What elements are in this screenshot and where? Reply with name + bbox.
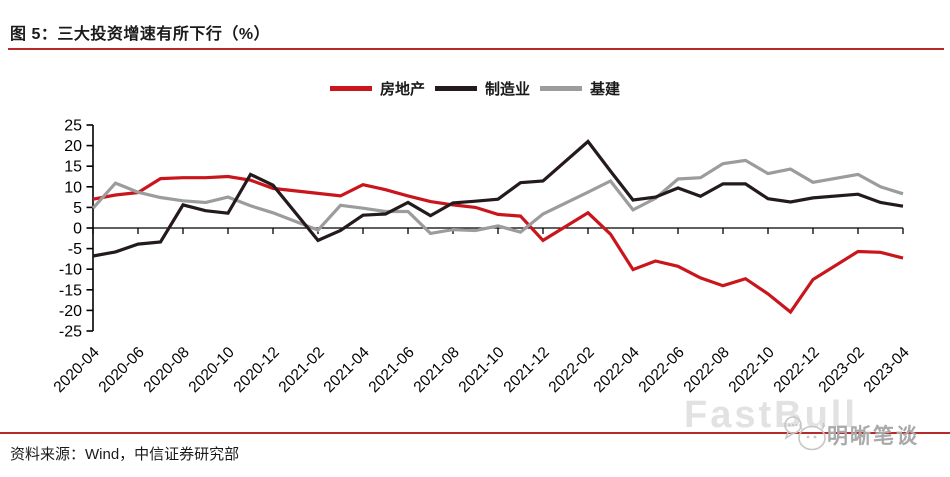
y-tick-label: 15 [64,159,82,176]
x-tick-label: 2020-06 [96,344,148,396]
chart-legend: 房地产 制造业 基建 [0,78,950,99]
x-tick-label: 2021-02 [276,344,328,396]
y-tick-label: -25 [59,324,82,341]
x-tick-label: 2023-04 [861,344,914,397]
legend-swatch-manufacturing [434,86,477,91]
mingxi-bitan-logo-icon [784,416,826,451]
legend-item-manufacturing: 制造业 [434,78,530,99]
series-line-manufacturing [92,139,904,258]
x-tick-label: 2022-04 [591,344,644,397]
y-tick-label: 5 [73,200,82,217]
series-line-real-estate [92,174,904,315]
x-tick-label: 2022-10 [726,344,779,397]
legend-swatch-infrastructure [540,86,582,91]
y-tick-label: -5 [68,241,82,258]
y-tick-label: -15 [59,282,82,299]
y-tick-label: 10 [64,179,82,196]
bottom-accent-rule [0,432,950,434]
x-tick-label: 2020-04 [51,344,104,397]
mingxi-bitan-watermark: 明晰笔谈 [827,425,919,448]
y-tick-label: -20 [59,303,82,320]
y-tick-label: 20 [64,138,82,155]
x-tick-label: 2021-04 [321,344,374,397]
x-tick-label: 2021-10 [456,344,509,397]
x-tick-label: 2021-12 [501,344,553,396]
x-tick-label: 2021-08 [411,344,463,396]
x-tick-label: 2020-12 [231,344,283,396]
legend-swatch-real-estate [329,86,372,91]
legend-item-real-estate: 房地产 [329,78,425,99]
fastbull-watermark: FastBull [684,394,858,436]
x-tick-label: 2022-06 [636,344,688,396]
x-tick-label: 2022-02 [546,344,598,396]
y-tick-label: -10 [59,262,82,279]
legend-label-real-estate: 房地产 [379,81,425,98]
x-tick-label: 2020-08 [141,344,193,396]
series-line-infrastructure [91,158,904,236]
legend-item-infrastructure: 基建 [540,78,620,99]
x-tick-label: 2021-06 [366,344,418,396]
line-chart: -25-20-15-10-505101520252020-042020-0620… [51,118,914,397]
source-note: 资料来源：Wind，中信证券研究部 [10,446,240,463]
legend-label-manufacturing: 制造业 [484,81,530,98]
x-tick-label: 2022-08 [681,344,733,396]
x-tick-label: 2023-02 [816,344,868,396]
legend-label-infrastructure: 基建 [590,81,621,98]
title-underline-rule [8,48,944,50]
y-tick-label: 0 [73,221,82,238]
y-tick-label: 25 [64,118,82,135]
page-title: 图 5：三大投资增速有所下行（%） [10,26,271,43]
x-tick-label: 2022-12 [771,344,823,396]
x-tick-label: 2020-10 [186,344,239,397]
